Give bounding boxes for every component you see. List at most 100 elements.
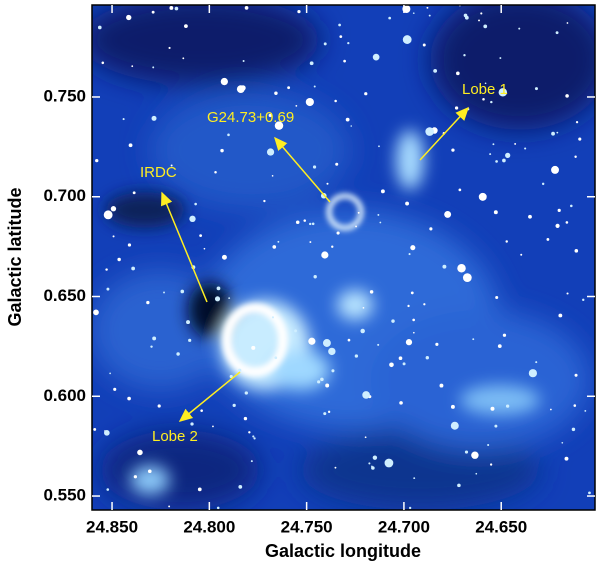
star <box>334 466 337 469</box>
x-tick-label: 24.750 <box>281 517 333 536</box>
star <box>360 328 365 334</box>
star <box>462 273 472 283</box>
star <box>214 171 217 174</box>
star <box>558 313 563 318</box>
star <box>502 158 506 163</box>
star <box>480 12 483 15</box>
star <box>227 133 230 137</box>
star <box>93 427 97 431</box>
star <box>106 488 110 491</box>
star <box>450 404 455 409</box>
y-tick-label: 0.550 <box>43 486 86 505</box>
star <box>151 115 157 121</box>
star <box>570 204 573 208</box>
star <box>251 345 256 350</box>
star <box>313 275 317 279</box>
star <box>350 125 353 127</box>
star <box>584 409 587 412</box>
star <box>189 215 196 223</box>
star <box>357 211 360 214</box>
star <box>524 147 527 150</box>
star <box>426 6 429 9</box>
star <box>197 487 202 492</box>
star <box>355 225 357 228</box>
star <box>170 164 173 167</box>
star <box>106 287 110 291</box>
star <box>457 483 461 488</box>
star <box>405 339 413 346</box>
star <box>313 85 316 88</box>
star <box>362 306 365 309</box>
star <box>495 295 499 299</box>
star <box>498 88 508 97</box>
star <box>335 162 339 166</box>
star <box>151 10 155 14</box>
star <box>555 31 559 35</box>
star <box>505 404 510 408</box>
star <box>456 71 460 76</box>
star <box>216 286 221 291</box>
star <box>495 160 498 163</box>
star <box>323 42 327 46</box>
star <box>413 477 416 480</box>
star <box>565 94 569 98</box>
star <box>520 253 523 256</box>
star <box>294 329 297 333</box>
star <box>490 100 493 104</box>
star <box>364 92 368 96</box>
star <box>368 462 371 465</box>
star <box>564 456 569 461</box>
star <box>362 391 370 399</box>
star <box>402 35 412 44</box>
star <box>250 460 253 463</box>
star <box>541 182 545 186</box>
star <box>338 23 341 27</box>
star <box>266 148 275 156</box>
star <box>323 412 327 416</box>
star <box>408 253 411 256</box>
star <box>321 251 329 259</box>
y-tick-label: 0.600 <box>43 386 86 405</box>
star <box>200 409 203 412</box>
star <box>556 131 559 134</box>
star <box>295 220 300 225</box>
star <box>454 106 459 110</box>
star <box>571 427 576 432</box>
star <box>240 85 246 91</box>
star <box>128 143 133 148</box>
annotation-label: Lobe 1 <box>462 81 508 98</box>
star <box>326 182 329 185</box>
star <box>182 57 185 60</box>
star <box>433 68 438 73</box>
x-axis-label: Galactic longitude <box>265 541 421 561</box>
star <box>122 118 125 121</box>
star <box>308 337 316 345</box>
star <box>216 506 220 510</box>
star <box>497 344 502 349</box>
star <box>478 19 480 22</box>
star <box>410 245 416 251</box>
star <box>317 380 321 384</box>
star <box>322 339 331 347</box>
star <box>312 165 317 169</box>
star <box>588 491 591 495</box>
star <box>490 406 495 411</box>
star <box>561 441 564 444</box>
star <box>131 266 136 271</box>
star <box>482 98 485 101</box>
star <box>439 383 444 388</box>
star <box>203 247 206 250</box>
star <box>425 356 429 360</box>
star <box>354 354 359 358</box>
star <box>248 431 251 434</box>
x-tick-label: 24.850 <box>86 517 138 536</box>
y-axis-label: Galactic latitude <box>5 187 25 326</box>
star <box>152 66 155 69</box>
star <box>413 331 415 334</box>
star <box>110 206 117 212</box>
star <box>238 368 242 372</box>
star <box>334 99 337 103</box>
star <box>489 463 493 466</box>
star <box>229 374 233 379</box>
star <box>566 22 569 24</box>
